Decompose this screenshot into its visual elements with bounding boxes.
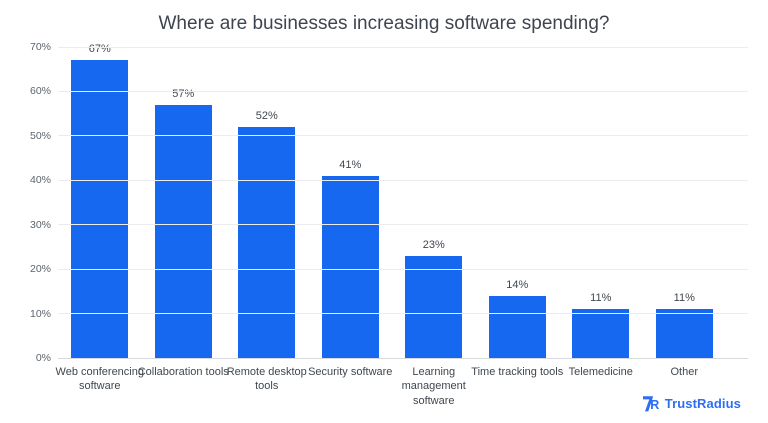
category-cell-7: Telemedicine (559, 365, 643, 413)
gridline (58, 135, 748, 137)
bar-value-label: 57% (172, 87, 195, 100)
category-label: Time tracking tools (471, 366, 564, 378)
category-label: Security software (308, 366, 393, 378)
gridline (58, 179, 748, 181)
y-tick-label: 0% (35, 352, 51, 364)
bar-column-2: 57% (142, 47, 226, 358)
bar-value-label: 23% (422, 238, 445, 251)
y-tick-label: 10% (29, 307, 51, 320)
bar-4: 41% (321, 159, 379, 358)
y-axis: 0% 10% 20% 30% 40% 50% 60% 70% (0, 41, 51, 364)
chart-title: Where are businesses increasing software… (158, 13, 610, 34)
x-axis-baseline (58, 357, 748, 359)
bars-container: 67% 57% 52% 41% 23% 14% 11% 11% (58, 43, 727, 358)
trustradius-monogram-icon: R (642, 396, 659, 412)
bar-column-6: 14% (476, 47, 560, 358)
bar-8: 11% (655, 292, 713, 358)
category-cell-4: Security software (308, 365, 393, 413)
category-cell-3: Remote desktop tools (225, 365, 309, 413)
bar-2: 57% (154, 88, 212, 358)
y-tick-label: 70% (29, 41, 51, 53)
bar-value-label: 41% (339, 158, 362, 171)
category-label: Web conferencing software (55, 366, 144, 393)
category-label: Telemedicine (568, 366, 633, 378)
category-label: Other (670, 366, 699, 378)
y-tick-label: 20% (29, 263, 51, 276)
trustradius-logo-text: TrustRadius (664, 396, 741, 411)
bar-column-3: 52% (225, 47, 309, 358)
x-axis: Web conferencing software Collaboration t… (55, 365, 727, 413)
trustradius-logo: R TrustRadius (642, 395, 741, 412)
y-tick-label: 60% (29, 85, 51, 98)
gridline (58, 224, 748, 226)
y-tick-label: 40% (29, 174, 51, 187)
category-label: Collaboration tools (137, 366, 229, 378)
bar-1: 67% (71, 43, 129, 358)
bar-value-label: 52% (255, 109, 278, 122)
plot-area: 67% 57% 52% 41% 23% 14% 11% 11% (58, 43, 748, 359)
gridline (58, 46, 748, 48)
bar-7: 11% (572, 292, 630, 358)
y-tick-label: 50% (29, 129, 51, 142)
bar-value-label: 11% (673, 292, 695, 305)
category-cell-2: Collaboration tools (138, 365, 229, 413)
category-cell-5: Learning management software (392, 365, 476, 413)
bar-column-8: 11% (643, 47, 727, 358)
bar-column-5: 23% (392, 47, 476, 358)
category-label: Remote desktop tools (226, 366, 307, 393)
category-cell-6: Time tracking tools (471, 365, 563, 413)
bar-5: 23% (405, 239, 463, 358)
bar-3: 52% (238, 110, 296, 358)
category-cell-1: Web conferencing software (55, 365, 144, 413)
svg-text:R: R (650, 398, 659, 412)
category-label: Learning management software (401, 366, 466, 407)
bar-column-4: 41% (309, 47, 393, 358)
bar-6: 14% (488, 279, 546, 358)
bar-value-label: 14% (506, 278, 529, 291)
y-tick-label: 30% (29, 218, 51, 231)
gridline (58, 268, 748, 270)
bar-column-7: 11% (559, 47, 643, 358)
category-cell-8: Other (643, 365, 727, 413)
gridline (58, 90, 748, 92)
bar-value-label: 11% (590, 292, 612, 305)
bar-value-label: 67% (88, 43, 111, 56)
bar-column-1: 67% (58, 43, 142, 358)
gridline (58, 313, 748, 315)
